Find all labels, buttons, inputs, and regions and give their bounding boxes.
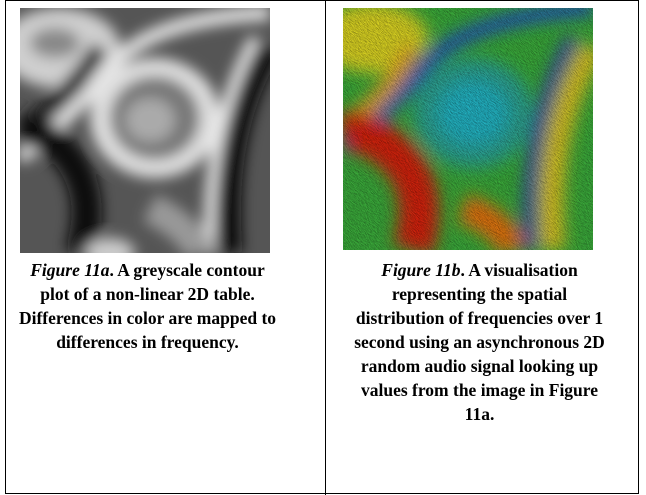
caption-text: . A visualisation representing the spati… bbox=[354, 260, 605, 424]
figure-label: Figure 11b bbox=[381, 260, 460, 280]
page: Figure 11a. A greyscale contour plot of … bbox=[0, 0, 646, 495]
greyscale-image bbox=[20, 8, 270, 253]
column-divider bbox=[325, 0, 326, 495]
caption: Figure 11b. A visualisation representing… bbox=[347, 258, 612, 426]
frequency-visualisation bbox=[343, 8, 593, 250]
caption: Figure 11a. A greyscale contour plot of … bbox=[15, 258, 280, 354]
figure-label: Figure 11a bbox=[30, 260, 109, 280]
